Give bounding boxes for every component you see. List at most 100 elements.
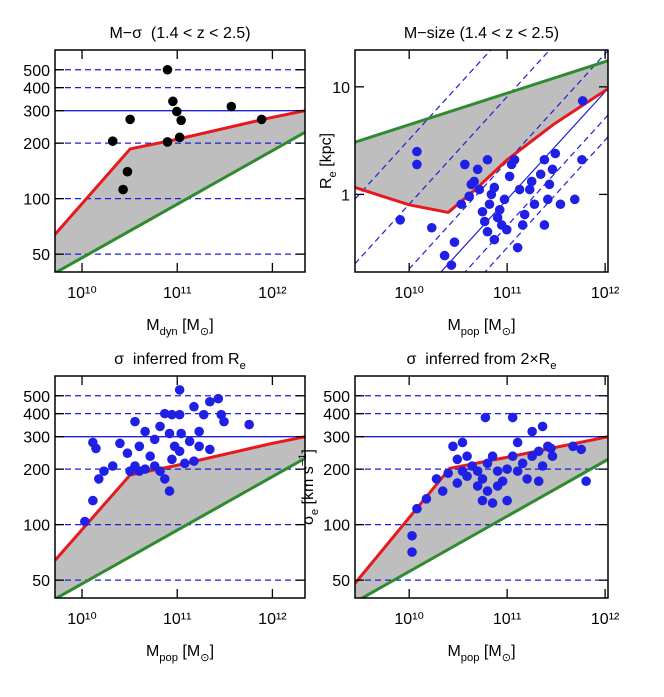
- x-axis-label-part: ]: [511, 317, 515, 334]
- data-point: [482, 486, 493, 496]
- chart-title: σ inferred from Re: [114, 351, 246, 372]
- data-point: [507, 451, 518, 462]
- x-axis-label-part: [M: [178, 317, 200, 334]
- data-point: [169, 441, 180, 452]
- data-point: [472, 466, 483, 476]
- data-point: [522, 474, 532, 484]
- x-axis-label-part: pop: [159, 652, 178, 664]
- data-point: [487, 498, 498, 508]
- y-tick-label: 200: [323, 462, 350, 479]
- x-axis-label-part: M: [146, 317, 159, 334]
- x-axis-label-part: [M: [178, 643, 200, 660]
- x-axis-label: Mpop [M⊙]: [447, 317, 515, 338]
- data-point: [189, 401, 199, 412]
- guide-line: [464, 114, 608, 272]
- data-point: [168, 96, 178, 107]
- x-axis-label-part: [M: [479, 643, 501, 660]
- data-point: [546, 443, 556, 454]
- x-tick-label: 10¹²: [591, 285, 620, 302]
- data-point: [526, 176, 537, 187]
- data-point: [499, 194, 510, 205]
- data-point: [477, 206, 488, 217]
- plot-frame: [54, 49, 306, 273]
- data-point: [130, 416, 140, 427]
- data-point: [533, 476, 544, 487]
- data-point: [198, 409, 209, 420]
- data-point: [472, 164, 483, 175]
- x-tick-label: 10¹¹: [493, 285, 521, 302]
- data-point: [88, 495, 98, 506]
- model-curve: [55, 435, 305, 562]
- data-point: [487, 451, 498, 462]
- data-point: [446, 260, 457, 270]
- data-point: [118, 184, 128, 195]
- data-point: [489, 182, 500, 193]
- data-point: [172, 106, 182, 117]
- data-point: [145, 451, 155, 462]
- data-point: [115, 438, 125, 449]
- data-point: [407, 547, 417, 557]
- y-axis-label-part: σ: [300, 515, 317, 525]
- data-point: [482, 154, 493, 165]
- x-tick-label: 10¹⁰: [394, 285, 424, 302]
- data-point: [492, 466, 503, 476]
- y-tick-label: 300: [23, 104, 50, 121]
- model-curve: [55, 130, 305, 272]
- data-point: [99, 466, 109, 476]
- guide-line: [405, 50, 608, 272]
- data-point: [80, 516, 90, 527]
- data-point: [568, 441, 578, 452]
- x-tick-label: 10¹²: [591, 611, 620, 628]
- y-tick-label: 1: [341, 187, 350, 204]
- data-point: [539, 220, 550, 230]
- data-point: [107, 136, 118, 146]
- y-tick-label: 100: [23, 192, 50, 209]
- y-tick-label: 400: [23, 81, 50, 98]
- data-point: [512, 466, 523, 476]
- x-tick-label: 10¹⁰: [67, 611, 97, 628]
- data-point: [162, 64, 173, 75]
- data-point: [492, 481, 503, 491]
- y-tick-label: 200: [23, 462, 50, 479]
- x-axis-label-part: [M: [479, 317, 501, 334]
- chart-title-part: M−σ (1.4 < z < 2.5): [109, 25, 250, 42]
- data-point: [527, 426, 537, 437]
- data-point: [550, 148, 561, 159]
- y-tick-label: 500: [23, 389, 50, 406]
- y-tick-label: 200: [23, 136, 50, 153]
- data-point: [443, 468, 453, 479]
- y-tick-label: 10: [332, 80, 350, 97]
- data-point: [412, 503, 422, 514]
- data-point: [547, 164, 558, 175]
- data-point: [174, 385, 185, 395]
- band: [55, 436, 305, 598]
- data-point: [159, 474, 170, 484]
- data-point: [437, 486, 448, 496]
- data-point: [122, 166, 133, 177]
- data-point: [189, 456, 199, 466]
- data-point: [107, 461, 118, 471]
- band: [55, 110, 305, 272]
- data-point: [125, 114, 135, 125]
- x-tick-label: 10¹²: [258, 285, 287, 302]
- data-point: [535, 169, 546, 180]
- data-point: [431, 474, 442, 484]
- data-point: [469, 176, 479, 187]
- band: [355, 436, 608, 598]
- data-point: [539, 154, 550, 165]
- data-point: [164, 486, 175, 496]
- data-point: [529, 199, 540, 210]
- data-point: [125, 466, 135, 476]
- y-axis-label: Re [kpc]: [318, 133, 339, 189]
- x-axis-label-part: ]: [511, 643, 515, 660]
- data-point: [456, 199, 467, 210]
- data-point: [512, 242, 523, 253]
- data-point: [412, 146, 422, 157]
- data-point: [501, 224, 512, 235]
- x-axis-label: Mpop [M⊙]: [146, 643, 214, 664]
- data-point: [439, 250, 450, 261]
- x-axis-label-part: M: [146, 643, 159, 660]
- x-axis-label-part: ⊙: [502, 652, 511, 664]
- data-point: [213, 393, 224, 404]
- data-point: [167, 454, 177, 465]
